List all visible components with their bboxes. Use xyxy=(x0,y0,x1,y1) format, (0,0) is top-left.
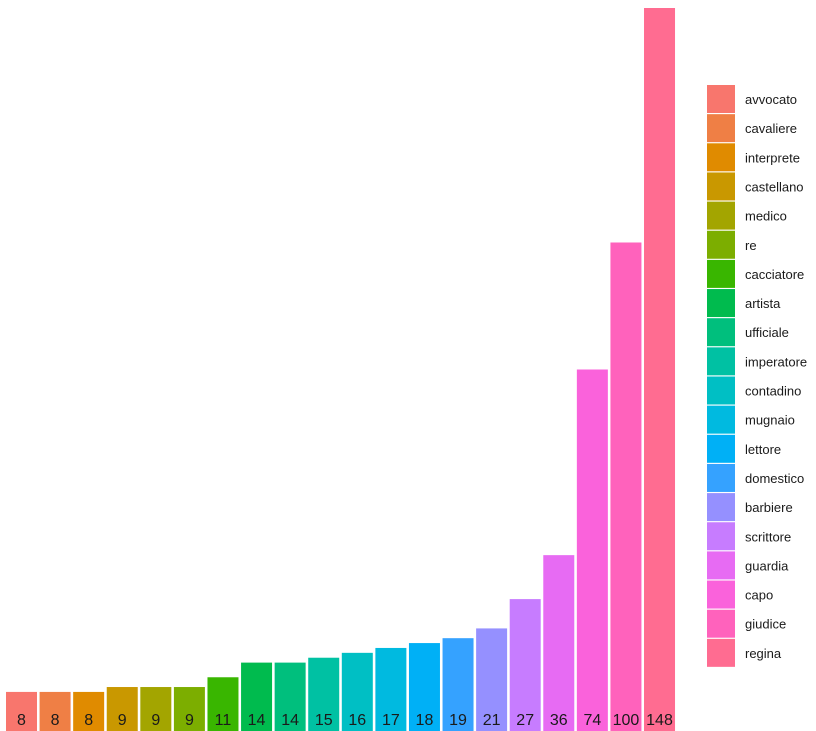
bar-ufficiale xyxy=(274,662,306,731)
legend-label-mugnaio: mugnaio xyxy=(745,413,795,428)
legend-key-capo xyxy=(707,580,735,609)
legend-label-regina: regina xyxy=(745,646,782,661)
value-label-castellano: 9 xyxy=(118,712,127,729)
bar-cavaliere xyxy=(39,691,71,731)
legend-key-giudice xyxy=(707,609,735,638)
legend-label-cacciatore: cacciatore xyxy=(745,267,804,282)
legend-label-cavaliere: cavaliere xyxy=(745,121,797,136)
legend-key-castellano xyxy=(707,172,735,201)
legend-key-contadino xyxy=(707,376,735,405)
legend-label-imperatore: imperatore xyxy=(745,354,807,369)
legend-label-scrittore: scrittore xyxy=(745,529,791,544)
value-label-capo: 74 xyxy=(583,712,601,729)
bar-lettore xyxy=(408,643,440,731)
value-label-interprete: 8 xyxy=(84,712,93,729)
legend-key-cavaliere xyxy=(707,114,735,143)
legend-key-avvocato xyxy=(707,85,735,113)
bar-capo xyxy=(576,369,608,731)
legend-key-interprete xyxy=(707,143,735,172)
legend-label-guardia: guardia xyxy=(745,558,789,573)
value-label-scrittore: 27 xyxy=(516,712,534,729)
legend-label-domestico: domestico xyxy=(745,471,804,486)
value-label-imperatore: 15 xyxy=(315,712,333,729)
legend-label-re: re xyxy=(745,238,757,253)
legend-key-barbiere xyxy=(707,493,735,522)
value-label-lettore: 18 xyxy=(416,712,434,729)
legend-key-artista xyxy=(707,289,735,318)
value-label-cacciatore: 11 xyxy=(215,712,232,729)
bar-castellano xyxy=(106,687,138,731)
bar-imperatore xyxy=(308,657,340,731)
legend-label-avvocato: avvocato xyxy=(745,92,797,107)
value-label-avvocato: 8 xyxy=(17,712,26,729)
legend-key-medico xyxy=(707,201,735,230)
bar-contadino xyxy=(341,652,373,731)
bar-medico xyxy=(140,687,172,731)
value-label-guardia: 36 xyxy=(550,712,568,729)
value-labels-group: 8 8 8 9 9 9 11 14 14 15 16 17 18 19 21 27 36 74 100 148 xyxy=(17,712,673,729)
value-label-domestico: 19 xyxy=(449,712,467,729)
legend-key-ufficiale xyxy=(707,318,735,347)
value-label-contadino: 16 xyxy=(348,712,366,729)
legend-label-giudice: giudice xyxy=(745,617,786,632)
value-label-giudice: 100 xyxy=(613,712,640,729)
legend-label-artista: artista xyxy=(745,296,781,311)
bar-regina xyxy=(644,8,676,731)
bar-mugnaio xyxy=(375,647,407,731)
legend-key-regina xyxy=(707,638,735,667)
legend-key-mugnaio xyxy=(707,405,735,434)
legend-label-lettore: lettore xyxy=(745,442,781,457)
legend: avvocato cavaliere interprete castellano med… xyxy=(707,85,807,667)
bar-re xyxy=(173,687,205,731)
bar-scrittore xyxy=(509,599,541,731)
bar-giudice xyxy=(610,242,642,731)
legend-key-imperatore xyxy=(707,347,735,376)
legend-label-medico: medico xyxy=(745,209,787,224)
legend-label-castellano: castellano xyxy=(745,179,804,194)
legend-key-cacciatore xyxy=(707,259,735,288)
value-label-artista: 14 xyxy=(248,712,266,729)
bar-domestico xyxy=(442,638,474,731)
bars-group xyxy=(6,8,676,731)
legend-key-re xyxy=(707,230,735,259)
legend-label-ufficiale: ufficiale xyxy=(745,325,789,340)
value-label-regina: 148 xyxy=(646,712,673,729)
legend-key-lettore xyxy=(707,434,735,463)
legend-key-domestico xyxy=(707,463,735,492)
bar-barbiere xyxy=(476,628,508,731)
bar-avvocato xyxy=(6,691,37,731)
legend-key-scrittore xyxy=(707,522,735,551)
value-label-medico: 9 xyxy=(151,712,160,729)
bar-guardia xyxy=(543,555,575,731)
value-label-cavaliere: 8 xyxy=(51,712,60,729)
bar-cacciatore xyxy=(207,677,239,731)
value-label-mugnaio: 17 xyxy=(382,712,400,729)
legend-label-barbiere: barbiere xyxy=(745,500,793,515)
legend-label-contadino: contadino xyxy=(745,384,801,399)
legend-label-interprete: interprete xyxy=(745,150,800,165)
legend-key-guardia xyxy=(707,551,735,580)
value-label-re: 9 xyxy=(185,712,194,729)
legend-label-capo: capo xyxy=(745,588,773,603)
bar-interprete xyxy=(73,691,105,731)
bar-artista xyxy=(241,662,273,731)
value-label-ufficiale: 14 xyxy=(281,712,299,729)
value-label-barbiere: 21 xyxy=(483,712,501,729)
